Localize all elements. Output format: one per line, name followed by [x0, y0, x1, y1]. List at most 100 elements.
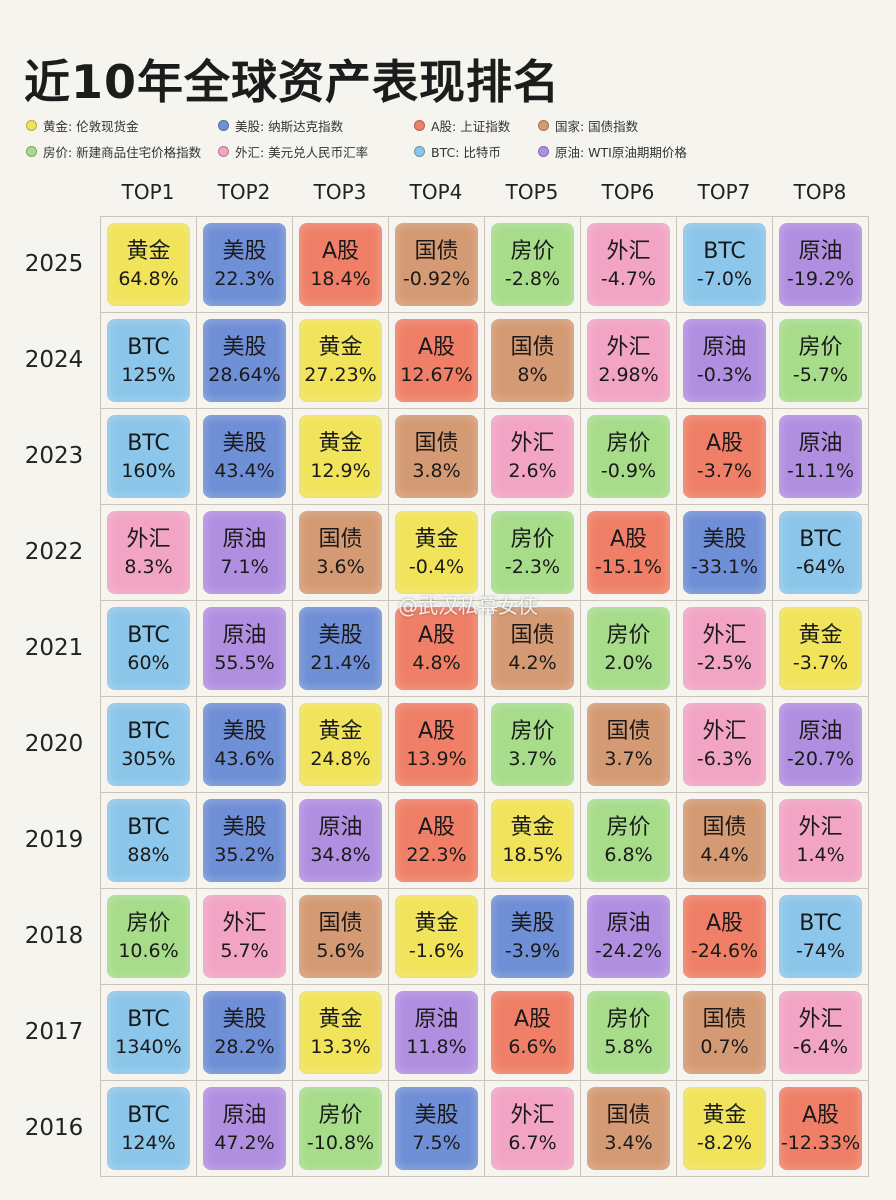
asset-name: 美股 — [510, 910, 555, 936]
legend-item-gold: 黄金: 伦敦现货金 — [26, 116, 218, 135]
legend-dot — [414, 145, 425, 157]
asset-return: 1.4% — [796, 843, 845, 866]
asset-return: -2.3% — [504, 555, 561, 578]
asset-tile: 外汇 2.6% — [491, 415, 574, 498]
asset-return: -24.6% — [690, 939, 759, 962]
asset-return: 34.8% — [310, 843, 371, 866]
asset-return: -0.9% — [600, 459, 657, 482]
legend-label: 国家: 国债指数 — [555, 118, 639, 134]
asset-return: -6.3% — [696, 747, 753, 770]
asset-name: 外汇 — [702, 622, 747, 648]
table-cell: 原油 -0.3% — [677, 313, 773, 409]
table-cell: 原油 7.1% — [197, 505, 293, 601]
table-cell: 国债 4.4% — [677, 793, 773, 889]
legend-dot — [218, 119, 229, 131]
table-cell: A股 18.4% — [293, 217, 389, 313]
asset-tile: 国债 3.4% — [587, 1087, 670, 1170]
table-cell: 黄金 18.5% — [485, 793, 581, 889]
table-cell: A股 13.9% — [389, 697, 485, 793]
asset-name: 原油 — [222, 526, 267, 552]
column-header-top8: TOP8 — [793, 180, 847, 204]
table-row: 房价 10.6% 外汇 5.7% 国债 5.6% 黄金 -1.6% 美股 -3.9% 原油 -24.2… — [101, 889, 869, 985]
asset-return: -0.92% — [402, 267, 471, 290]
asset-tile: 房价 3.7% — [491, 703, 574, 786]
asset-name: 黄金 — [126, 238, 171, 264]
asset-return: -19.2% — [786, 267, 855, 290]
asset-tile: 原油 -0.3% — [683, 319, 766, 402]
asset-name: 国债 — [510, 622, 555, 648]
asset-name: 原油 — [222, 1102, 267, 1128]
asset-tile: 外汇 8.3% — [107, 511, 190, 594]
legend-row-1: 黄金: 伦敦现货金 美股: 纳斯达克指数 A股: 上证指数 国家: 国债指数 — [26, 114, 886, 136]
asset-return: 8.3% — [124, 555, 173, 578]
asset-tile: 外汇 2.98% — [587, 319, 670, 402]
asset-name: 国债 — [606, 1102, 651, 1128]
table-row: BTC 88% 美股 35.2% 原油 34.8% A股 22.3% 黄金 18.5% 房价 6.8%… — [101, 793, 869, 889]
asset-tile: A股 12.67% — [395, 319, 478, 402]
asset-name: 国债 — [414, 430, 459, 456]
legend-label: 美股: 纳斯达克指数 — [235, 118, 344, 134]
asset-return: 4.2% — [508, 651, 557, 674]
asset-tile: BTC -74% — [779, 895, 862, 978]
asset-name: 原油 — [702, 334, 747, 360]
legend-dot — [414, 119, 425, 131]
asset-tile: BTC 305% — [107, 703, 190, 786]
asset-tile: 美股 21.4% — [299, 607, 382, 690]
ranking-grid: 黄金 64.8% 美股 22.3% A股 18.4% 国债 -0.92% 房价 -2.8% 外汇 -4… — [100, 216, 869, 1177]
asset-tile: 黄金 -1.6% — [395, 895, 478, 978]
table-cell: 美股 43.4% — [197, 409, 293, 505]
asset-name: 原油 — [798, 430, 843, 456]
table-row: 黄金 64.8% 美股 22.3% A股 18.4% 国债 -0.92% 房价 -2.8% 外汇 -4… — [101, 217, 869, 313]
asset-name: 原油 — [318, 814, 363, 840]
asset-name: A股 — [609, 526, 648, 552]
table-cell: 国债 3.4% — [581, 1081, 677, 1177]
asset-tile: 国债 3.7% — [587, 703, 670, 786]
table-cell: 原油 -24.2% — [581, 889, 677, 985]
legend-label: 原油: WTI原油期期价格 — [555, 144, 687, 160]
table-cell: 黄金 -1.6% — [389, 889, 485, 985]
asset-tile: 外汇 -6.3% — [683, 703, 766, 786]
asset-tile: 黄金 12.9% — [299, 415, 382, 498]
asset-return: 43.6% — [214, 747, 275, 770]
page-title: 近10年全球资产表现排名 — [24, 55, 561, 109]
asset-name: A股 — [417, 718, 456, 744]
asset-tile: 房价 10.6% — [107, 895, 190, 978]
asset-name: 国债 — [510, 334, 555, 360]
asset-name: 美股 — [222, 238, 267, 264]
asset-return: 12.67% — [400, 363, 473, 386]
table-cell: BTC 1340% — [101, 985, 197, 1081]
asset-name: 国债 — [702, 1006, 747, 1032]
asset-tile: 美股 -33.1% — [683, 511, 766, 594]
asset-name: 房价 — [606, 1006, 651, 1032]
asset-name: 国债 — [414, 238, 459, 264]
asset-tile: 国债 3.8% — [395, 415, 478, 498]
asset-name: 美股 — [318, 622, 363, 648]
table-row: 外汇 8.3% 原油 7.1% 国债 3.6% 黄金 -0.4% 房价 -2.3% A股 -15.1%… — [101, 505, 869, 601]
asset-tile: 外汇 6.7% — [491, 1087, 574, 1170]
asset-return: 4.8% — [412, 651, 461, 674]
table-cell: 国债 0.7% — [677, 985, 773, 1081]
asset-name: 黄金 — [414, 910, 459, 936]
asset-tile: 黄金 18.5% — [491, 799, 574, 882]
asset-name: 外汇 — [510, 1102, 555, 1128]
table-cell: 外汇 -6.4% — [773, 985, 869, 1081]
asset-return: 21.4% — [310, 651, 371, 674]
table-row: BTC 305% 美股 43.6% 黄金 24.8% A股 13.9% 房价 3.7% 国债 3.7%… — [101, 697, 869, 793]
table-cell: 国债 -0.92% — [389, 217, 485, 313]
asset-return: 13.3% — [310, 1035, 371, 1058]
asset-tile: BTC -64% — [779, 511, 862, 594]
asset-tile: 原油 -20.7% — [779, 703, 862, 786]
asset-return: -4.7% — [600, 267, 657, 290]
asset-name: 美股 — [702, 526, 747, 552]
table-cell: BTC 125% — [101, 313, 197, 409]
asset-return: -74% — [795, 939, 846, 962]
table-cell: 黄金 -8.2% — [677, 1081, 773, 1177]
asset-name: A股 — [417, 334, 456, 360]
asset-tile: 房价 2.0% — [587, 607, 670, 690]
asset-name: 外汇 — [798, 814, 843, 840]
table-cell: 黄金 13.3% — [293, 985, 389, 1081]
asset-name: 黄金 — [318, 430, 363, 456]
asset-tile: BTC 160% — [107, 415, 190, 498]
asset-tile: BTC 1340% — [107, 991, 190, 1074]
legend-label: BTC: 比特币 — [431, 144, 501, 160]
